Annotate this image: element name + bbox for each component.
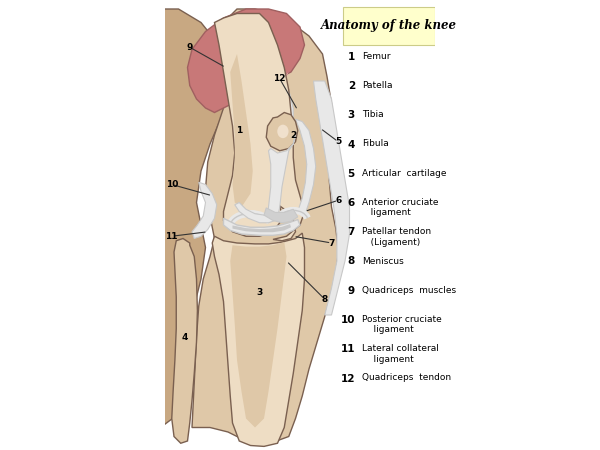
Text: 12: 12 bbox=[340, 374, 355, 383]
Ellipse shape bbox=[277, 125, 289, 138]
Text: 8: 8 bbox=[322, 295, 328, 304]
Text: 9: 9 bbox=[348, 286, 355, 296]
Text: 7: 7 bbox=[328, 238, 335, 248]
Polygon shape bbox=[187, 9, 305, 112]
Text: Meniscus: Meniscus bbox=[362, 256, 404, 266]
Text: 5: 5 bbox=[335, 137, 341, 146]
Polygon shape bbox=[223, 218, 300, 235]
Text: Lateral collateral
    ligament: Lateral collateral ligament bbox=[362, 344, 439, 364]
Polygon shape bbox=[192, 9, 338, 446]
Polygon shape bbox=[235, 202, 275, 223]
Text: 1: 1 bbox=[347, 52, 355, 62]
Polygon shape bbox=[296, 119, 316, 216]
Text: Anatomy of the knee: Anatomy of the knee bbox=[321, 19, 457, 32]
Text: 3: 3 bbox=[347, 110, 355, 120]
Text: 11: 11 bbox=[340, 344, 355, 354]
Text: Quadriceps  tendon: Quadriceps tendon bbox=[362, 374, 451, 382]
Text: 4: 4 bbox=[347, 140, 355, 149]
Text: 2: 2 bbox=[290, 130, 296, 140]
Text: 12: 12 bbox=[274, 74, 286, 83]
Text: Patella: Patella bbox=[362, 81, 392, 90]
Polygon shape bbox=[230, 242, 287, 428]
Text: Femur: Femur bbox=[362, 52, 391, 61]
Text: 9: 9 bbox=[187, 43, 193, 52]
Text: 3: 3 bbox=[256, 288, 263, 297]
Text: Quadriceps  muscles: Quadriceps muscles bbox=[362, 286, 456, 295]
Polygon shape bbox=[192, 182, 217, 238]
Text: Articular  cartilage: Articular cartilage bbox=[362, 169, 446, 178]
Text: 10: 10 bbox=[340, 315, 355, 325]
Text: 11: 11 bbox=[166, 232, 178, 241]
Text: 6: 6 bbox=[347, 198, 355, 208]
FancyBboxPatch shape bbox=[343, 7, 435, 45]
Text: 2: 2 bbox=[347, 81, 355, 91]
Text: Anterior cruciate
   ligament: Anterior cruciate ligament bbox=[362, 198, 439, 217]
Polygon shape bbox=[230, 54, 253, 207]
Polygon shape bbox=[233, 224, 291, 232]
Text: 4: 4 bbox=[182, 333, 188, 342]
Polygon shape bbox=[314, 81, 349, 315]
Text: Patellar tendon
   (Ligament): Patellar tendon (Ligament) bbox=[362, 227, 431, 247]
Text: Fibula: Fibula bbox=[362, 140, 389, 148]
Polygon shape bbox=[269, 135, 296, 220]
Polygon shape bbox=[264, 208, 298, 223]
Text: 10: 10 bbox=[166, 180, 178, 189]
Polygon shape bbox=[172, 238, 197, 443]
Polygon shape bbox=[212, 233, 305, 446]
Polygon shape bbox=[161, 9, 228, 428]
Polygon shape bbox=[266, 76, 293, 162]
Text: 7: 7 bbox=[347, 227, 355, 237]
Polygon shape bbox=[266, 112, 298, 151]
Text: 5: 5 bbox=[347, 169, 355, 179]
Text: Posterior cruciate
    ligament: Posterior cruciate ligament bbox=[362, 315, 442, 334]
Text: Tibia: Tibia bbox=[362, 110, 384, 119]
Text: 1: 1 bbox=[236, 126, 242, 135]
Text: 8: 8 bbox=[347, 256, 355, 266]
Polygon shape bbox=[233, 72, 289, 106]
Polygon shape bbox=[215, 14, 305, 241]
Text: 6: 6 bbox=[335, 196, 341, 205]
